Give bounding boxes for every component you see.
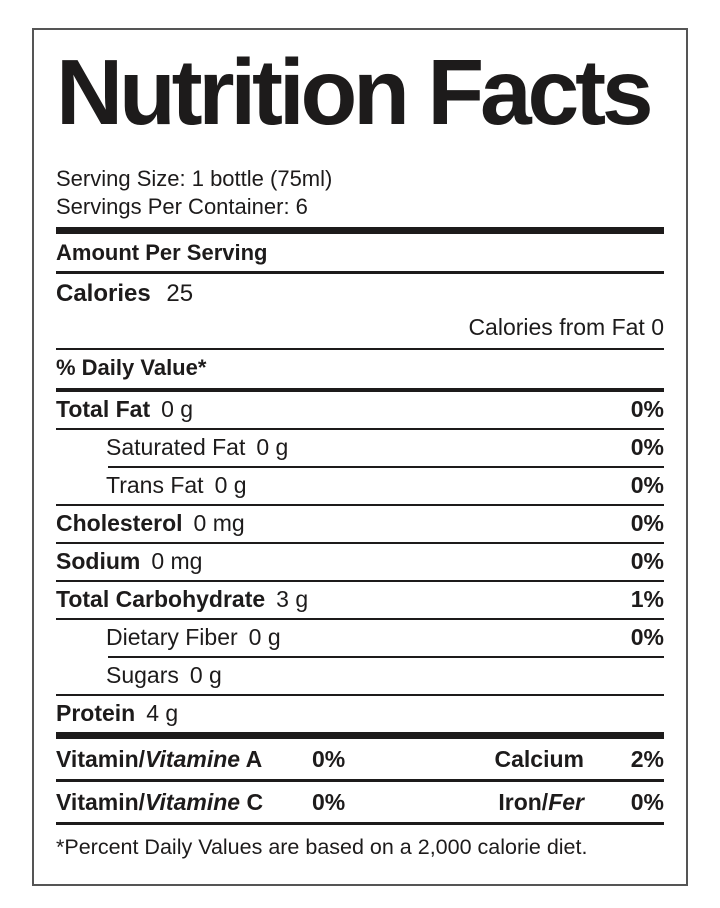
nutrient-amount: 0 g — [189, 662, 222, 688]
divider — [108, 466, 664, 468]
servings-per-container-line: Servings Per Container: 6 — [56, 194, 308, 219]
calories-label: Calories — [56, 280, 151, 307]
nutrient-amount: 4 g — [146, 700, 179, 726]
nutrient-amount: 0 g — [161, 396, 194, 422]
divider — [56, 348, 664, 350]
nutrient-amount: 0 g — [256, 434, 289, 460]
nutrient-row-trans-fat: Trans Fat 0 g 0% — [56, 468, 664, 504]
vitamin-label-suffix: A — [240, 746, 263, 772]
vitamin-a-value: 0% — [312, 746, 346, 772]
label-title: Nutrition Facts — [56, 40, 654, 144]
serving-info: Serving Size: 1 bottle (75ml) Servings P… — [56, 165, 664, 221]
daily-value-footnote: *Percent Daily Values are based on a 2,0… — [56, 835, 588, 859]
calories-value: 25 — [166, 280, 194, 307]
nutrition-facts-label: Nutrition Facts Serving Size: 1 bottle (… — [32, 28, 688, 886]
divider — [56, 822, 664, 825]
nutrient-row-sodium: Sodium 0 mg 0% — [56, 544, 664, 580]
micronutrient-row-vitamin-c-iron: Vitamin/Vitamine C 0% Iron/Fer 0% — [56, 782, 664, 822]
nutrient-daily-value: 0% — [630, 510, 664, 536]
nutrient-amount: 0 g — [214, 472, 247, 498]
nutrient-row-total-carbohydrate: Total Carbohydrate 3 g 1% — [56, 582, 664, 618]
nutrient-name: Protein — [56, 700, 136, 726]
vitamin-label-italic: Vitamine — [145, 746, 241, 772]
vitamin-c-value: 0% — [312, 789, 346, 815]
thick-divider-top — [56, 227, 664, 234]
vitamin-label-suffix: C — [240, 789, 264, 815]
vitamin-label-italic: Vitamine — [145, 789, 241, 815]
mineral-label-plain: Calcium — [494, 746, 584, 772]
nutrient-name: Total Fat — [56, 396, 151, 422]
nutrient-row-sugars: Sugars 0 g — [56, 658, 664, 694]
daily-value-header: % Daily Value* — [56, 355, 207, 380]
nutrient-amount: 0 mg — [193, 510, 245, 536]
nutrient-name: Saturated Fat — [106, 434, 246, 460]
divider — [108, 656, 664, 658]
nutrient-daily-value: 0% — [630, 434, 664, 460]
nutrient-row-cholesterol: Cholesterol 0 mg 0% — [56, 506, 664, 542]
vitamin-label-plain: Vitamin/ — [56, 789, 146, 815]
divider — [56, 428, 664, 430]
nutrient-daily-value: 0% — [630, 472, 664, 498]
nutrient-daily-value: 0% — [630, 548, 664, 574]
nutrient-daily-value: 1% — [630, 586, 664, 612]
nutrient-name: Trans Fat — [106, 472, 204, 498]
nutrient-name: Cholesterol — [56, 510, 183, 536]
nutrient-amount: 0 g — [248, 624, 281, 650]
nutrient-daily-value: 0% — [630, 624, 664, 650]
serving-size-line: Serving Size: 1 bottle (75ml) — [56, 166, 333, 191]
nutrient-row-protein: Protein 4 g — [56, 696, 664, 732]
divider — [56, 580, 664, 582]
nutrient-name: Dietary Fiber — [106, 624, 238, 650]
divider — [56, 694, 664, 696]
divider — [56, 504, 664, 506]
calcium-label: Calcium — [495, 746, 584, 772]
vitamin-c-label: Vitamin/Vitamine C — [56, 789, 312, 815]
calories-from-fat: Calories from Fat 0 — [468, 314, 664, 340]
mineral-label-italic: Fer — [548, 789, 584, 815]
mineral-label-plain: Iron/ — [498, 789, 549, 815]
nutrient-row-total-fat: Total Fat 0 g 0% — [56, 392, 664, 428]
iron-label: Iron/Fer — [498, 789, 584, 815]
nutrient-name: Sodium — [56, 548, 141, 574]
calories-row: Calories 25 — [56, 274, 664, 308]
divider — [56, 779, 664, 782]
micronutrient-row-vitamin-a-calcium: Vitamin/Vitamine A 0% Calcium 2% — [56, 739, 664, 779]
nutrient-row-saturated-fat: Saturated Fat 0 g 0% — [56, 430, 664, 466]
nutrient-row-dietary-fiber: Dietary Fiber 0 g 0% — [56, 620, 664, 656]
divider — [56, 542, 664, 544]
nutrient-daily-value: 0% — [630, 396, 664, 422]
divider — [56, 618, 664, 620]
thick-divider-bottom — [56, 732, 664, 739]
nutrient-amount: 0 mg — [151, 548, 203, 574]
divider — [56, 388, 664, 392]
nutrient-name: Sugars — [106, 662, 179, 688]
nutrient-amount: 3 g — [276, 586, 309, 612]
calcium-value: 2% — [630, 746, 664, 772]
vitamin-a-label: Vitamin/Vitamine A — [56, 746, 312, 772]
nutrient-name: Total Carbohydrate — [56, 586, 266, 612]
vitamin-label-plain: Vitamin/ — [56, 746, 146, 772]
iron-value: 0% — [630, 789, 664, 815]
amount-per-serving-header: Amount Per Serving — [56, 240, 268, 265]
divider — [56, 271, 664, 274]
